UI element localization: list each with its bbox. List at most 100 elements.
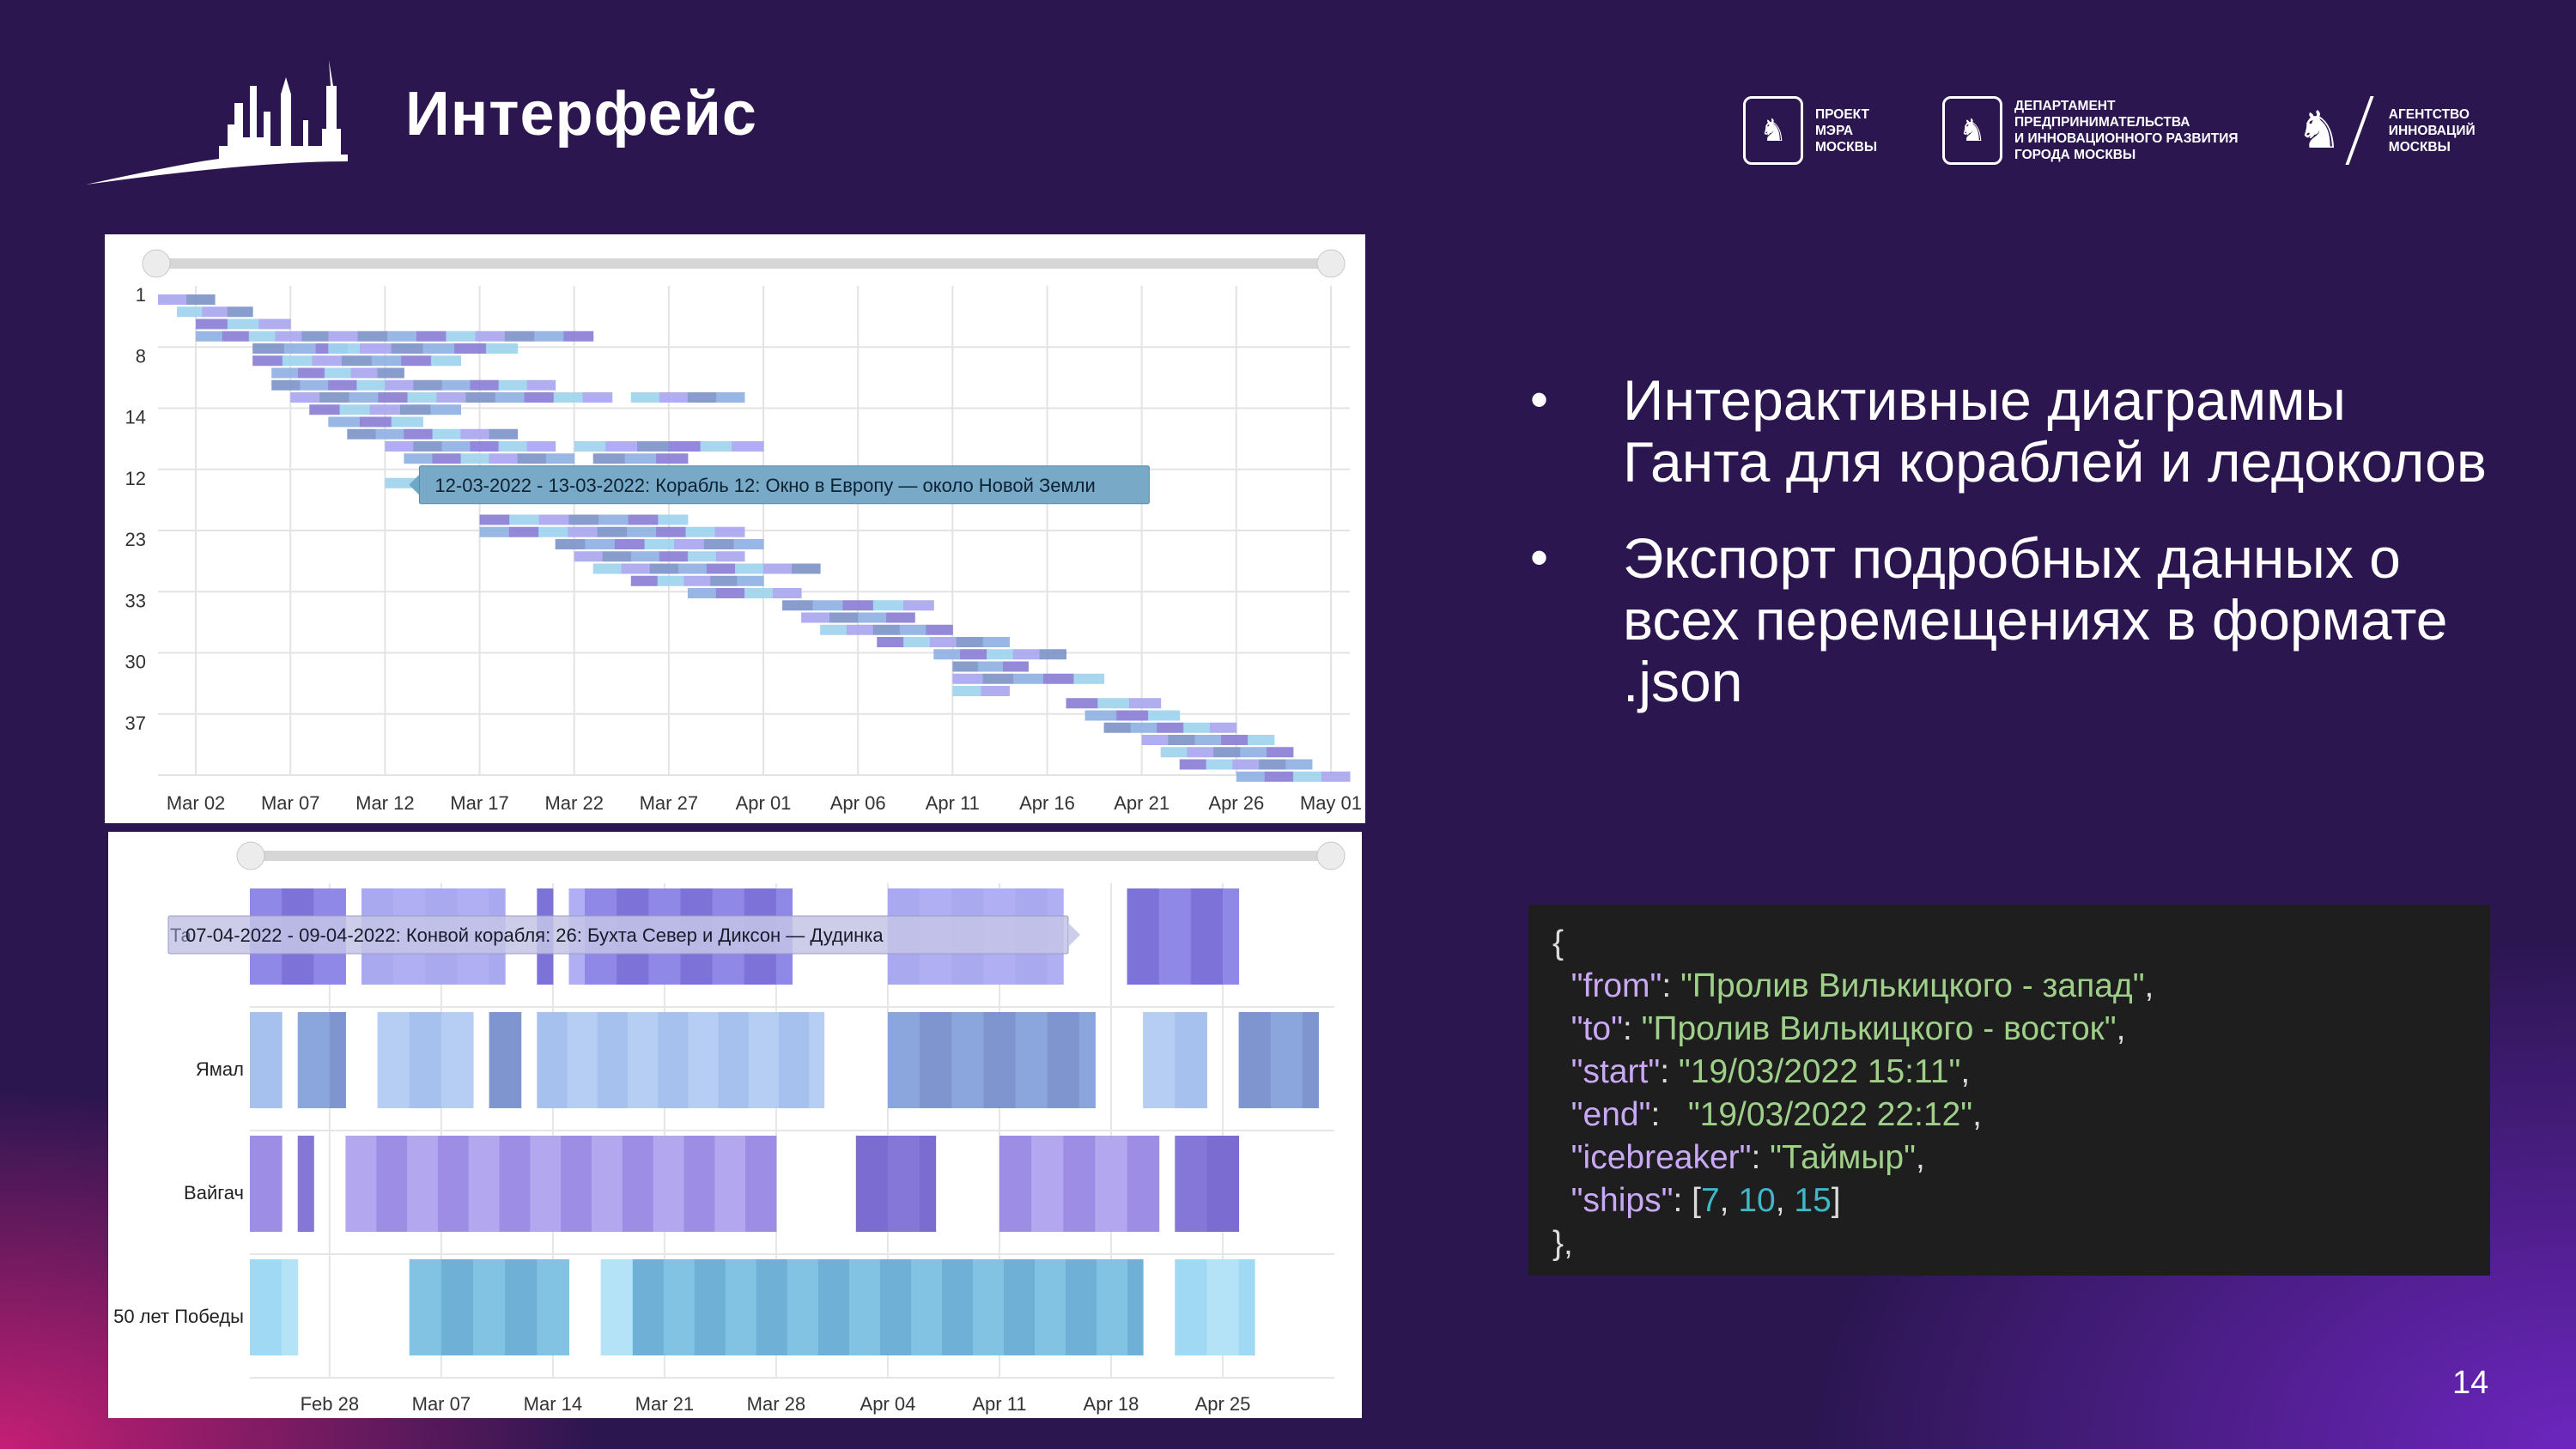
gantt-bar[interactable] [626, 526, 657, 537]
gantt-bar[interactable] [1050, 1259, 1066, 1355]
gantt-bar[interactable] [1222, 1136, 1240, 1232]
gantt-bar[interactable] [498, 441, 528, 452]
gantt-bar[interactable] [677, 563, 708, 574]
gantt-bar[interactable] [1031, 1012, 1048, 1108]
gantt-bar[interactable] [1127, 1136, 1144, 1232]
gantt-bar[interactable] [290, 392, 320, 403]
gantt-bar[interactable] [404, 428, 433, 440]
gantt-bar[interactable] [685, 526, 716, 537]
gantt-bar[interactable] [1160, 747, 1188, 758]
gantt-bar[interactable] [733, 1012, 750, 1108]
gantt-bar[interactable] [999, 1012, 1017, 1108]
gantt-bar[interactable] [737, 575, 764, 586]
gantt-bar[interactable] [748, 1012, 764, 1108]
gantt-bar[interactable] [400, 404, 431, 415]
gantt-bar[interactable] [988, 1259, 1005, 1355]
gantt-bar[interactable] [350, 367, 379, 379]
gantt-bar[interactable] [745, 1136, 762, 1232]
gantt-bar[interactable] [973, 1259, 989, 1355]
gantt-bar[interactable] [416, 330, 447, 342]
gantt-bar[interactable] [460, 453, 490, 464]
gantt-bar[interactable] [1175, 888, 1192, 985]
gantt-bar[interactable] [453, 1136, 470, 1232]
gantt-bar[interactable] [656, 453, 689, 464]
gantt-bar[interactable] [470, 379, 500, 391]
gantt-bar[interactable] [744, 588, 774, 598]
gantt-bar[interactable] [674, 539, 705, 549]
gantt-bar[interactable] [600, 1259, 617, 1355]
gantt-bar[interactable] [441, 379, 471, 391]
gantt-bar[interactable] [709, 1259, 726, 1355]
gantt-bar[interactable] [446, 330, 477, 342]
gantt-bar[interactable] [1097, 698, 1130, 709]
gantt-bar[interactable] [658, 1012, 674, 1108]
gantt-bar[interactable] [227, 318, 260, 330]
gantt-bar[interactable] [956, 637, 984, 647]
gantt-bar[interactable] [568, 526, 598, 537]
gantt-bar[interactable] [706, 563, 736, 574]
gantt-bar[interactable] [401, 355, 432, 367]
gantt-bar[interactable] [440, 1012, 458, 1108]
gantt-bar[interactable] [1175, 1136, 1192, 1232]
gantt-bar[interactable] [792, 563, 821, 574]
gantt-bar[interactable] [952, 686, 981, 696]
gantt-bar[interactable] [404, 453, 433, 464]
gantt-bar[interactable] [653, 1136, 670, 1232]
gantt-bar[interactable] [377, 1012, 394, 1108]
gantt-bar[interactable] [574, 551, 604, 562]
gantt-bar[interactable] [1063, 1136, 1080, 1232]
gantt-bar[interactable] [499, 1136, 515, 1232]
gantt-bar[interactable] [1209, 722, 1237, 733]
gantt-bar[interactable] [1127, 1259, 1144, 1355]
gantt-bar[interactable] [809, 1012, 825, 1108]
gantt-bar[interactable] [1003, 661, 1029, 672]
gantt-bar[interactable] [1116, 710, 1149, 721]
gantt-bar[interactable] [592, 563, 623, 574]
gantt-bar[interactable] [1248, 735, 1275, 745]
gantt-bar[interactable] [1084, 710, 1117, 721]
gantt-bar[interactable] [1031, 1136, 1048, 1232]
icebreakers-gantt-chart[interactable]: Feb 28 Mar 07 Mar 14 Mar 21 Mar 28 Apr 04 Apr … [108, 832, 1362, 1418]
gantt-bar[interactable] [312, 355, 343, 367]
gantt-bar[interactable] [833, 1259, 850, 1355]
gantt-bar[interactable] [371, 355, 402, 367]
gantt-bar[interactable] [773, 588, 802, 598]
ships-gantt-chart[interactable]: Mar 02 Mar 07 Mar 12 Mar 17 Mar 22 Mar 27 Apr … [105, 234, 1365, 823]
gantt-bar[interactable] [545, 1136, 562, 1232]
gantt-bar[interactable] [425, 1259, 442, 1355]
gantt-bar[interactable] [606, 1136, 623, 1232]
gantt-bar[interactable] [656, 526, 686, 537]
gantt-bar[interactable] [703, 539, 734, 549]
gantt-bar[interactable] [732, 441, 764, 452]
gantt-bar[interactable] [422, 1136, 439, 1232]
gantt-bar[interactable] [1103, 722, 1131, 733]
gantt-bar[interactable] [1270, 1012, 1287, 1108]
gantt-bar[interactable] [1110, 1136, 1128, 1232]
scrollbar-right-handle[interactable] [1316, 841, 1346, 870]
gantt-bar[interactable] [1206, 759, 1233, 770]
gantt-bar[interactable] [430, 404, 462, 415]
gantt-bar[interactable] [475, 330, 506, 342]
gantt-bar[interactable] [498, 379, 528, 391]
gantt-bar[interactable] [933, 649, 961, 660]
gantt-bar[interactable] [328, 330, 359, 342]
scrollbar-left-handle[interactable] [236, 841, 265, 870]
gantt-bar[interactable] [1264, 771, 1294, 782]
gantt-bar[interactable] [457, 1012, 474, 1108]
gantt-bar[interactable] [432, 453, 462, 464]
gantt-bar[interactable] [858, 612, 887, 623]
gantt-bar[interactable] [1066, 698, 1098, 709]
gantt-bar[interactable] [802, 1259, 819, 1355]
gantt-bar[interactable] [842, 600, 874, 611]
gantt-bar[interactable] [509, 514, 540, 525]
gantt-bar[interactable] [740, 1259, 757, 1355]
gantt-bar[interactable] [347, 428, 376, 440]
gantt-bar[interactable] [612, 1012, 629, 1108]
gantt-bar[interactable] [460, 428, 490, 440]
gantt-bar[interactable] [1039, 649, 1067, 660]
gantt-bar[interactable] [377, 367, 404, 379]
gantt-bar[interactable] [526, 441, 556, 452]
gantt-bar[interactable] [1190, 1259, 1207, 1355]
gantt-bar[interactable] [605, 441, 638, 452]
gantt-bar[interactable] [1012, 673, 1044, 684]
